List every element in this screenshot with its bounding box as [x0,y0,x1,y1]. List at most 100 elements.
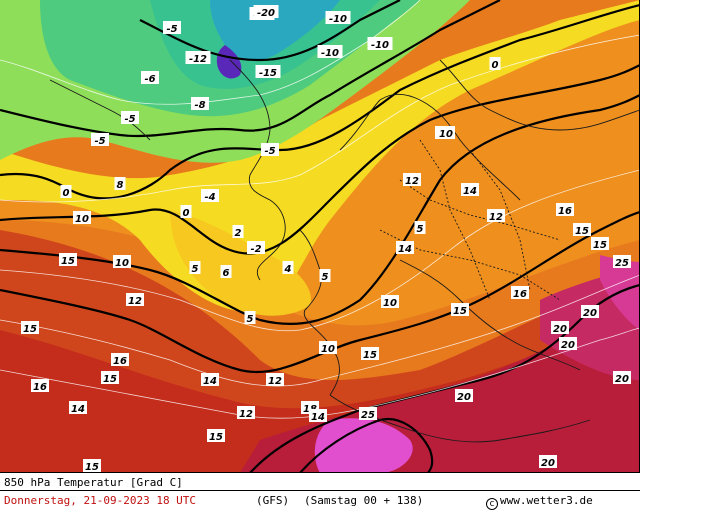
map-canvas: -10-10-10-10-5-5-5-500055551010101015151… [0,0,639,472]
isotherms [0,0,639,472]
contour-label-box [31,379,49,392]
contour-label: 6 [220,265,232,279]
contour-label-text: 5 [192,264,199,275]
contour-label-text: 12 [489,212,503,223]
contour-label-text: -5 [124,114,135,125]
contour-label-box [101,371,119,384]
isotherm-m10 [139,0,401,62]
contour-label-text: -5 [94,136,105,147]
contour-label-text: 15 [61,256,75,267]
contour-label: -10 [367,37,393,51]
contour-label-box [59,253,77,266]
contour-label-box [556,203,574,216]
contour-label-text: -10 [321,48,339,59]
contour-label: 15 [573,223,591,237]
contour-label: 25 [613,255,631,269]
contour-label-text: 15 [453,306,467,317]
contour-label: -10 [325,11,351,25]
contour-label: -5 [121,111,139,125]
contour-label-text: -10 [329,14,347,25]
contour-label-text: 25 [361,410,375,421]
contour-label-box [247,241,265,254]
contour-label: 20 [539,455,557,469]
contour-label: 0 [60,185,72,199]
contour-label-box [613,371,631,384]
contour-label: 10 [73,211,91,225]
contour-label-box [381,295,399,308]
contour-label: 12 [126,293,144,307]
contour-label-text: 12 [405,176,419,187]
contour-label: 20 [559,337,577,351]
contour-label-text: -15 [259,68,277,79]
contour-label: 20 [613,371,631,385]
contour-label-box [253,5,279,18]
contour-label-box [319,269,331,282]
copyright-text: www.wetter3.de [500,494,593,507]
contour-label-text: -8 [194,100,205,111]
contour-label: 14 [396,241,414,255]
contour-label-box [261,143,279,156]
contour-label: 16 [511,286,529,300]
contour-label: -5 [91,133,109,147]
contour-label: 8 [114,177,126,191]
contour-label: 12 [237,406,255,420]
contour-label: 10 [113,255,131,269]
contour-label-box [581,305,599,318]
contour-label-box [114,177,126,190]
contour-label-box [126,293,144,306]
contour-label-text: 16 [33,382,47,393]
contour-label: 15 [83,459,101,472]
contour-label-box [244,311,256,324]
contour-label-box [414,221,426,234]
coast-scandinavia [339,93,521,201]
contour-label: 12 [266,373,284,387]
copyright[interactable]: c www.wetter3.de [486,494,593,510]
contour-label-box [91,133,109,146]
contour-label-text: 16 [113,356,127,367]
contour-label-text: 15 [363,350,377,361]
contour-label-box [559,337,577,350]
contour-label-box [220,265,232,278]
contour-label: 2 [232,225,244,239]
isotherm-m5 [0,0,501,138]
coast-uk [229,59,286,281]
contour-label-box [83,459,101,472]
contour-label-text: 0 [492,60,499,71]
contour-label: 20 [581,305,599,319]
contour-label-text: 16 [558,206,572,217]
thin-isotherms [0,0,639,419]
contour-labels: -10-10-10-10-5-5-5-500055551010101015151… [21,5,631,472]
contour-label-text: 12 [128,296,142,307]
contour-label: 5 [414,221,426,235]
contour-label-text: -2 [250,244,261,255]
contour-label-text: 15 [103,374,117,385]
contour-label: 10 [381,295,399,309]
contour-label-box [361,347,379,360]
contour-label: 15 [207,429,225,443]
contour-label: 15 [101,371,119,385]
contour-label-box [111,353,129,366]
contour-label-box [201,373,219,386]
contour-label-text: 4 [284,264,292,275]
contour-label: 16 [111,353,129,367]
contour-label-box [185,51,211,64]
contour-label: 16 [556,203,574,217]
contour-label: -12 [185,51,211,65]
contour-label: 16 [31,379,49,393]
contour-label: 12 [487,209,505,223]
contour-label: 14 [69,401,87,415]
contour-label: 25 [359,407,377,421]
coast-france [299,229,340,396]
contour-label-box [73,211,91,224]
contour-label-text: 14 [398,244,412,255]
contour-label-box [309,409,327,422]
contour-label: -20 [253,5,279,19]
contour-label: 0 [180,205,192,219]
contour-label-text: -12 [189,54,207,65]
contour-label: -6 [141,71,159,85]
coast-central [399,259,581,371]
model-name: (GFS) [256,494,290,507]
contour-label-text: 12 [239,409,253,420]
contour-label-text: 6 [223,268,230,279]
zone-2-6 [0,0,639,312]
